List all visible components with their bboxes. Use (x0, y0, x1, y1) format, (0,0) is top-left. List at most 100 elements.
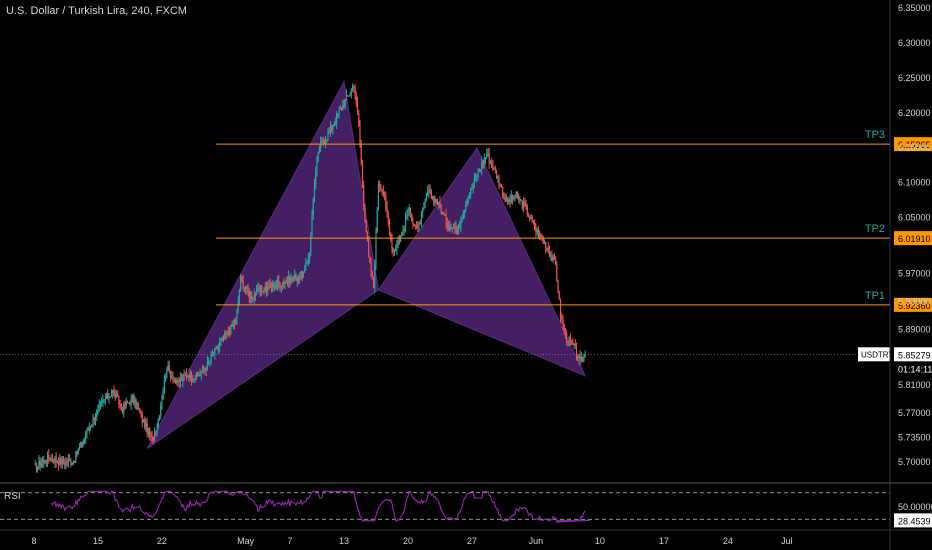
rsi-current-label: 28.4539 (898, 516, 931, 526)
candle-body (306, 262, 308, 264)
level-price-label: 6.15365 (898, 140, 931, 150)
time-tick-label: May (237, 536, 255, 546)
candle-body (391, 238, 393, 248)
candle-body (510, 195, 512, 202)
candle-body (424, 199, 426, 203)
candle-body (310, 236, 312, 254)
candle-body (99, 402, 102, 405)
candle-body (66, 461, 68, 464)
candle-body (465, 204, 467, 211)
candle-body (211, 354, 213, 356)
candle-body (364, 206, 366, 220)
candle-body (278, 280, 280, 284)
candle-body (481, 162, 483, 170)
price-tick-label: 6.25000 (898, 73, 931, 83)
candle-body (272, 283, 274, 288)
candle-body (418, 223, 420, 228)
take-profit-levels[interactable]: TP3 TP2 TP1 USDTRY (0, 129, 894, 362)
time-tick-label: 10 (595, 536, 605, 546)
candle-body (377, 184, 380, 210)
time-tick-label: 20 (403, 536, 413, 546)
candle-body (199, 374, 201, 376)
candle-body (185, 374, 188, 377)
candle-body (402, 231, 404, 233)
candle-body (149, 428, 151, 435)
candle-body (492, 165, 494, 170)
candle-body (192, 379, 194, 381)
candle-body (198, 375, 200, 377)
candle-body (60, 458, 62, 465)
candle-body (81, 441, 83, 445)
candle-body (467, 197, 469, 203)
candle-body (312, 199, 314, 216)
candle-body (443, 211, 445, 215)
candle-body (513, 198, 515, 200)
time-axis[interactable]: 8 15 22 May 7 13 20 27 Jun 10 17 24 Jul (0, 529, 932, 546)
candle-body (498, 176, 500, 186)
candle-body (238, 290, 241, 301)
candle-body (42, 461, 44, 464)
candle-body (479, 169, 482, 171)
candle-body (561, 316, 563, 319)
candle-body (579, 355, 581, 360)
candle-body (563, 324, 565, 332)
candle-body (119, 403, 121, 405)
candle-body (115, 394, 118, 398)
candle-body (429, 190, 431, 192)
candle-body (253, 294, 255, 299)
candle-body (384, 193, 386, 197)
candle-body (269, 283, 271, 286)
harmonic-pattern[interactable] (146, 80, 587, 449)
candle-body (415, 226, 418, 228)
candle-body (200, 372, 202, 375)
candle-body (417, 226, 419, 228)
price-tick-label: 5.73500 (898, 433, 931, 443)
candle-body (288, 275, 290, 283)
candle-body (44, 460, 46, 463)
candle-body (208, 361, 210, 363)
candle-body (566, 332, 568, 341)
candle-body (543, 242, 546, 244)
candle-body (54, 457, 56, 463)
level-label-tp2: TP2 (865, 223, 885, 235)
candle-body (193, 379, 195, 381)
candle-body (332, 126, 334, 130)
rsi-indicator-label[interactable]: RSI (4, 491, 21, 502)
candle-body (284, 282, 286, 285)
candle-body (546, 247, 548, 249)
price-axis[interactable]: 6.15365 6.01910 5.92360 6.35000 6.30000 6.250… (889, 0, 932, 550)
candle-body (366, 231, 368, 242)
candle-body (93, 417, 95, 421)
candle-body (299, 277, 301, 280)
candle-body (584, 354, 586, 357)
candle-body (133, 395, 135, 404)
candle-body (516, 191, 519, 196)
candle-body (321, 141, 323, 143)
price-tick-label: 5.97000 (898, 268, 931, 278)
candle-body (414, 224, 416, 227)
level-label-tp1: TP1 (865, 290, 885, 302)
candle-body (578, 355, 580, 359)
price-tick-label: 6.15000 (898, 143, 931, 153)
candle-body (534, 222, 536, 230)
candle-body (157, 419, 159, 429)
candle-body (162, 391, 164, 400)
candle-body (493, 167, 495, 170)
candle-body (535, 229, 537, 232)
candle-body (466, 202, 468, 205)
candle-body (65, 461, 67, 465)
candle-body (110, 393, 113, 397)
candle-body (264, 287, 266, 291)
candle-body (502, 186, 504, 197)
candle-body (374, 264, 376, 288)
candle-body (376, 209, 378, 232)
candle-body (505, 198, 507, 202)
candle-body (102, 400, 104, 402)
candle-body (167, 365, 169, 370)
candle-body (452, 227, 455, 229)
candle-body (582, 357, 584, 362)
candle-body (509, 199, 511, 202)
candle-body (61, 459, 63, 465)
candle-body (446, 223, 448, 228)
